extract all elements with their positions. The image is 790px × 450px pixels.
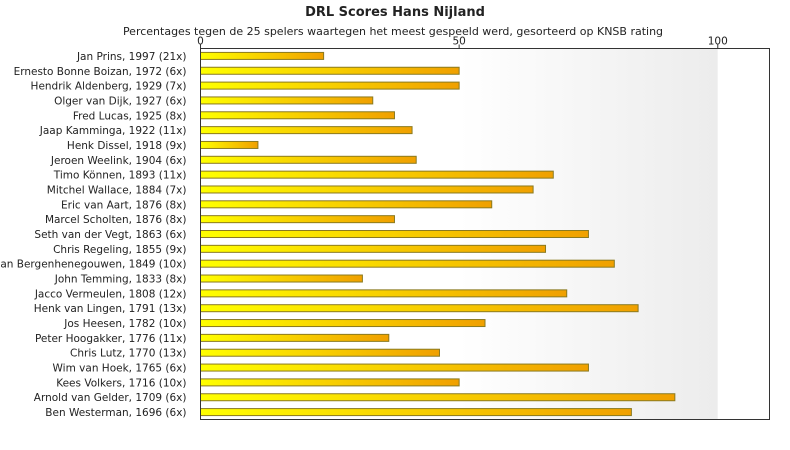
x-tick-label: 0	[197, 36, 204, 48]
category-label: Peter Hoogakker, 1776 (11x)	[35, 333, 187, 345]
category-label: Jacco Vermeulen, 1808 (12x)	[34, 288, 187, 300]
category-label: Kees Volkers, 1716 (10x)	[56, 377, 186, 389]
x-tick-label: 100	[708, 36, 728, 48]
bar	[200, 333, 390, 342]
x-tick-label: 50	[452, 36, 465, 48]
x-axis-ticks: 0 50 100	[197, 36, 728, 49]
bar	[200, 274, 363, 283]
category-label: Jaap Kamminga, 1922 (11x)	[39, 125, 187, 137]
bar	[200, 378, 460, 387]
bar	[200, 51, 325, 60]
category-label: Hendrik Aldenberg, 1929 (7x)	[31, 81, 187, 93]
bar	[200, 111, 395, 120]
category-label: Eric van Aart, 1876 (8x)	[61, 199, 187, 211]
bar	[200, 140, 259, 149]
category-label: Jeroen Weelink, 1904 (6x)	[50, 155, 187, 167]
category-label: Henk Dissel, 1918 (9x)	[67, 140, 187, 152]
chart-subtitle: Percentages tegen de 25 spelers waartege…	[123, 25, 663, 38]
category-label: Marcel Scholten, 1876 (8x)	[45, 214, 187, 226]
category-label: Ben Westerman, 1696 (6x)	[45, 407, 186, 419]
category-label: Wim van Hoek, 1765 (6x)	[53, 363, 187, 375]
category-label: John Temming, 1833 (8x)	[54, 274, 187, 286]
category-label: Johan Bergenhenegouwen, 1849 (10x)	[0, 259, 187, 271]
category-label: Mitchel Wallace, 1884 (7x)	[47, 184, 187, 196]
bar	[200, 259, 615, 268]
bar	[200, 408, 632, 417]
bar	[200, 348, 440, 357]
category-label: Jos Heesen, 1782 (10x)	[63, 318, 186, 330]
bar	[200, 215, 395, 224]
bar	[200, 66, 460, 75]
category-label: Chris Lutz, 1770 (13x)	[70, 348, 186, 360]
category-label: Timo Können, 1893 (11x)	[53, 170, 187, 182]
bar	[200, 185, 534, 194]
bar	[200, 230, 589, 238]
bar	[200, 81, 460, 90]
bar	[200, 289, 568, 298]
bar	[200, 393, 676, 402]
category-label: Henk van Lingen, 1791 (13x)	[34, 303, 187, 315]
category-label: Fred Lucas, 1925 (8x)	[73, 110, 187, 122]
plot-frame	[200, 48, 770, 420]
category-label: Olger van Dijk, 1927 (6x)	[54, 95, 186, 107]
bar	[200, 304, 639, 313]
category-labels: Jan Prins, 1997 (21x) Ernesto Bonne Boiza…	[0, 51, 187, 419]
bar	[200, 96, 374, 105]
plot-band-100-end	[717, 48, 770, 420]
chart-title: DRL Scores Hans Nijland	[305, 5, 485, 20]
bar	[200, 200, 493, 209]
bar	[200, 319, 486, 328]
bar	[200, 170, 554, 179]
category-label: Jan Prins, 1997 (21x)	[76, 51, 187, 63]
category-label: Chris Regeling, 1855 (9x)	[53, 244, 186, 256]
category-label: Arnold van Gelder, 1709 (6x)	[34, 392, 187, 404]
bar	[200, 363, 589, 372]
bar	[200, 244, 547, 253]
bar	[200, 126, 413, 135]
category-label: Seth van der Vegt, 1863 (6x)	[34, 229, 186, 241]
category-label: Ernesto Bonne Boizan, 1972 (6x)	[14, 66, 187, 78]
bar	[200, 155, 417, 164]
